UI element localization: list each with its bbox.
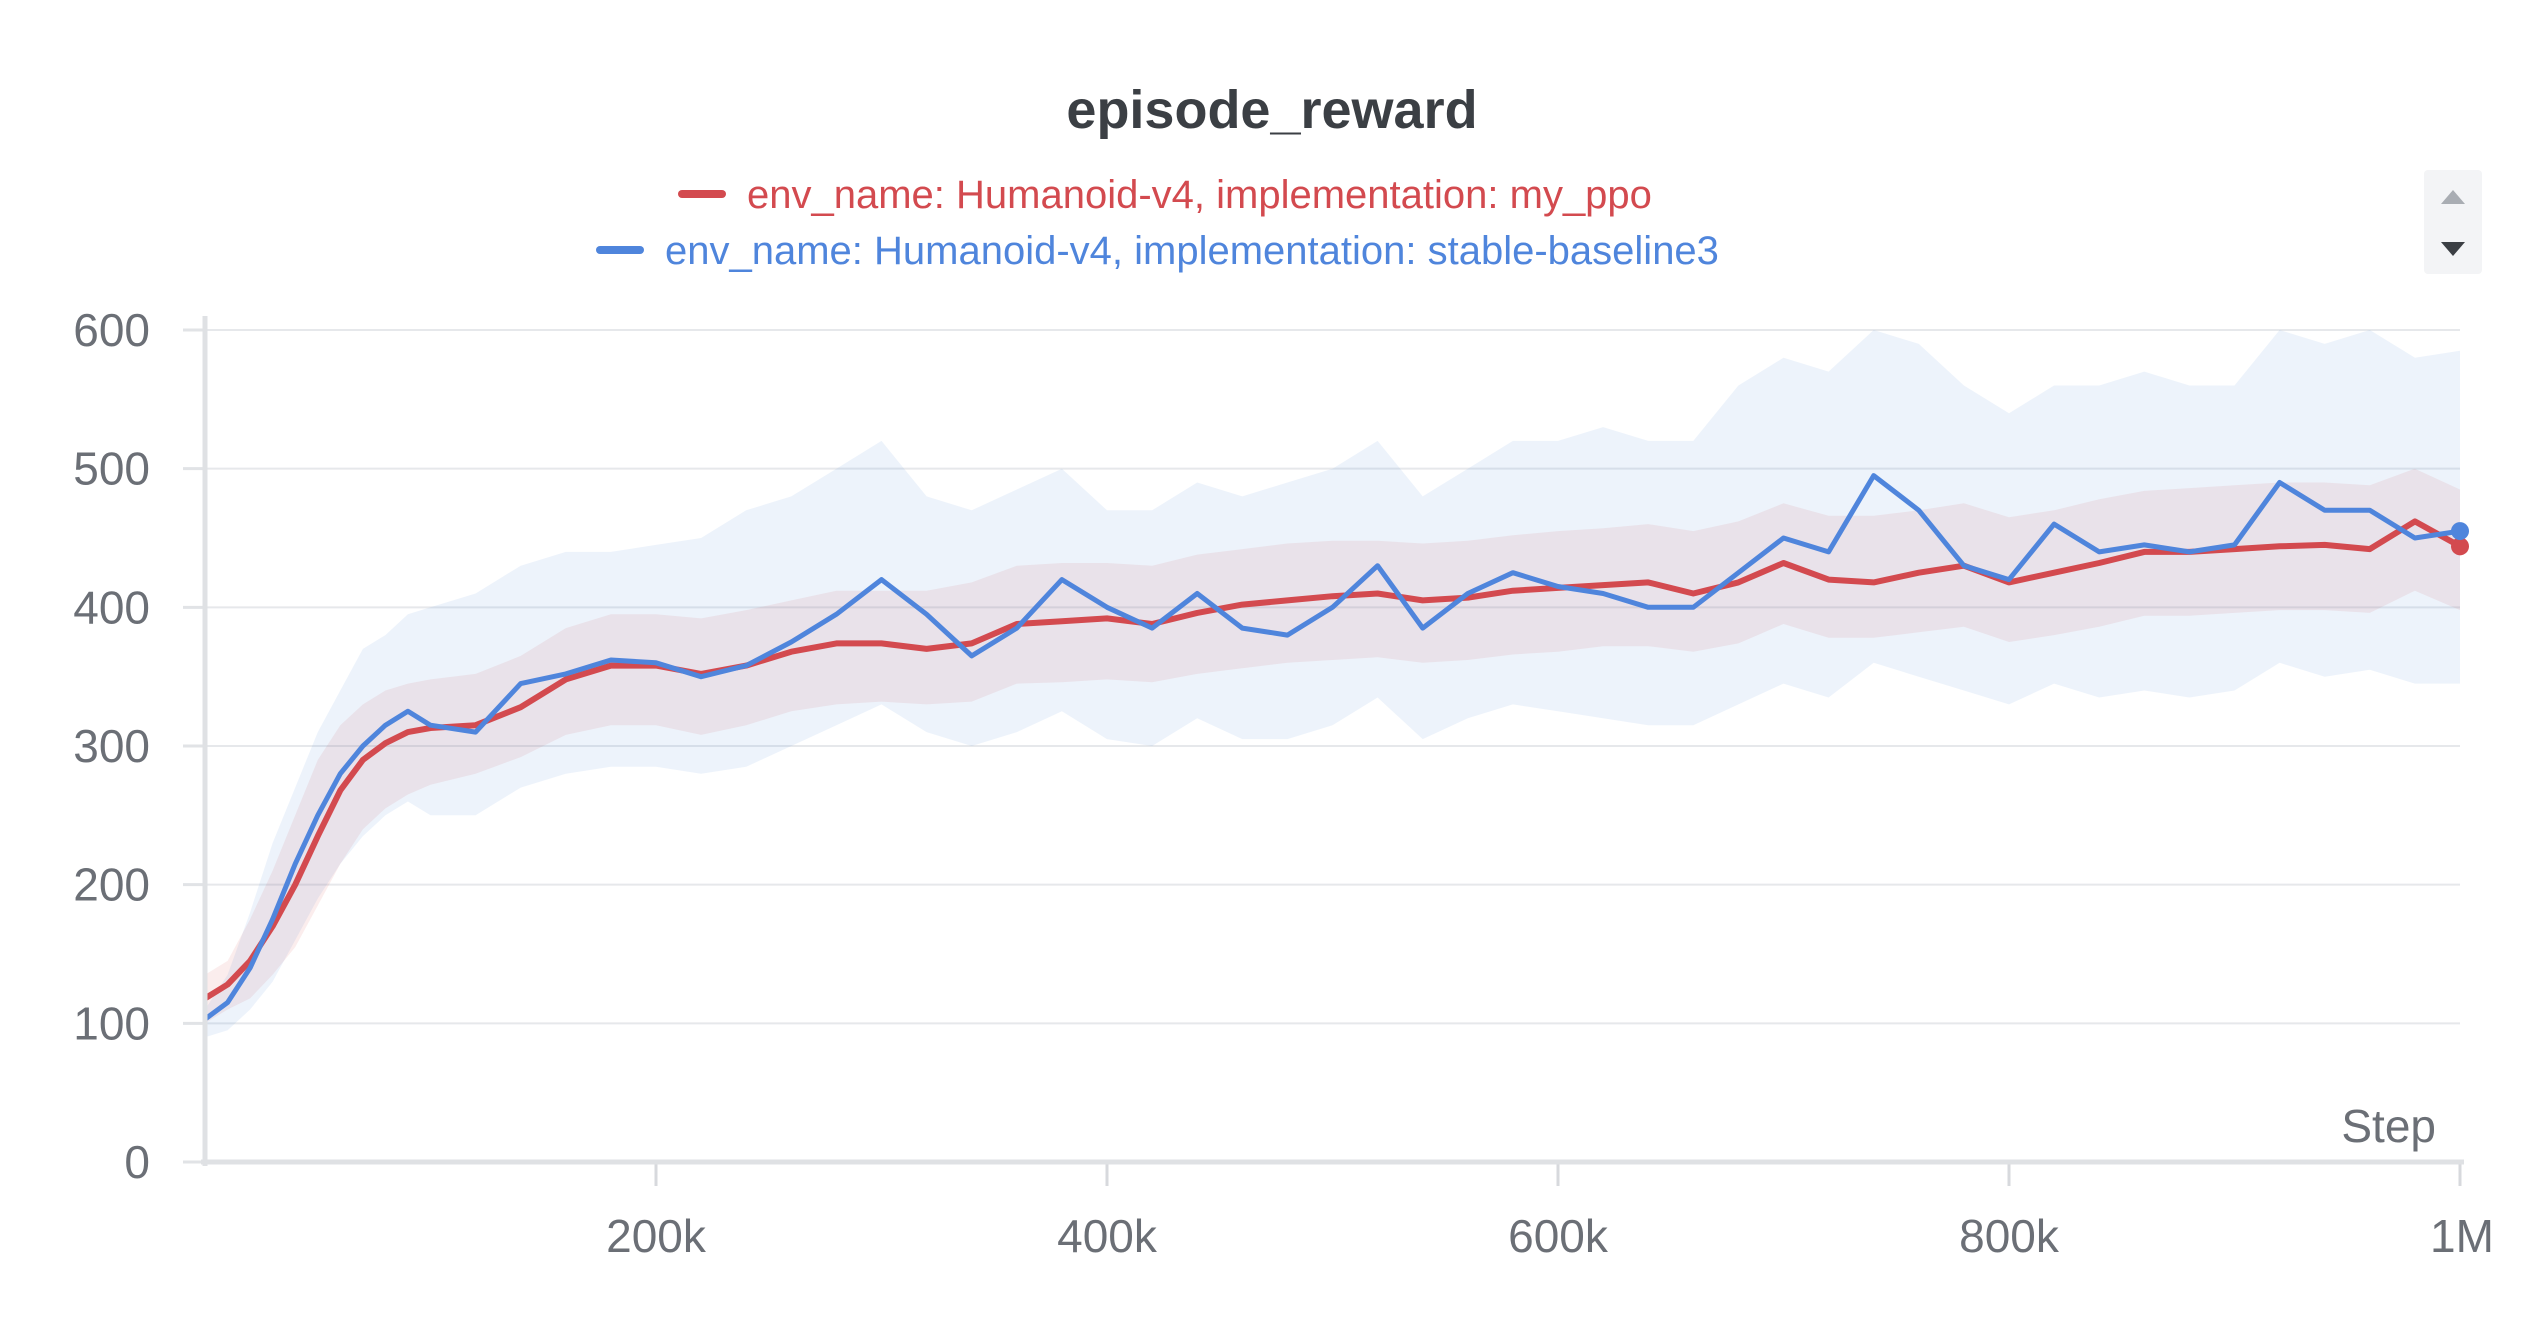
series-endpoint-1	[2451, 522, 2469, 541]
x-tick-label: 600k	[1508, 1210, 1609, 1262]
legend-label-my-ppo: env_name: Humanoid-v4, implementation: m…	[747, 173, 1652, 217]
tick-labels: 0 100 200 300 400 500 600 200k 400k 600k 800k 1M	[73, 304, 2494, 1262]
triangle-up-icon	[2441, 190, 2465, 204]
legend-scroll-up-button[interactable]	[2424, 170, 2482, 222]
y-tick-label: 0	[124, 1136, 150, 1188]
y-tick-label: 400	[73, 581, 150, 633]
x-tick-label: 800k	[1959, 1210, 2060, 1262]
legend-scroll-control	[2424, 170, 2482, 274]
y-tick-label: 300	[73, 720, 150, 772]
axes	[201, 316, 2464, 1166]
confidence-band-0	[205, 468, 2460, 1024]
confidence-band-1	[205, 330, 2460, 1038]
legend-item-my-ppo[interactable]: env_name: Humanoid-v4, implementation: m…	[678, 173, 1652, 217]
series-line-1	[203, 473, 2461, 1022]
series-endpoint-0	[2451, 537, 2469, 556]
legend-scroll-down-button[interactable]	[2424, 222, 2482, 274]
chart-title: episode_reward	[1066, 80, 1477, 140]
series-lines	[203, 473, 2469, 1022]
legend: env_name: Humanoid-v4, implementation: m…	[596, 173, 1719, 273]
x-axis-label: Step	[2341, 1100, 2436, 1152]
x-tick-label: 1M	[2430, 1210, 2494, 1262]
gridlines	[183, 328, 2462, 1186]
y-tick-label: 200	[73, 859, 150, 911]
y-tick-label: 100	[73, 997, 150, 1049]
legend-item-stable-baseline3[interactable]: env_name: Humanoid-v4, implementation: s…	[596, 229, 1719, 273]
x-tick-label: 200k	[606, 1210, 707, 1262]
legend-label-stable-baseline3: env_name: Humanoid-v4, implementation: s…	[665, 229, 1719, 273]
y-tick-label: 600	[73, 304, 150, 356]
triangle-down-icon	[2441, 242, 2465, 256]
confidence-bands	[205, 330, 2460, 1038]
y-tick-label: 500	[73, 443, 150, 495]
x-tick-label: 400k	[1057, 1210, 1158, 1262]
